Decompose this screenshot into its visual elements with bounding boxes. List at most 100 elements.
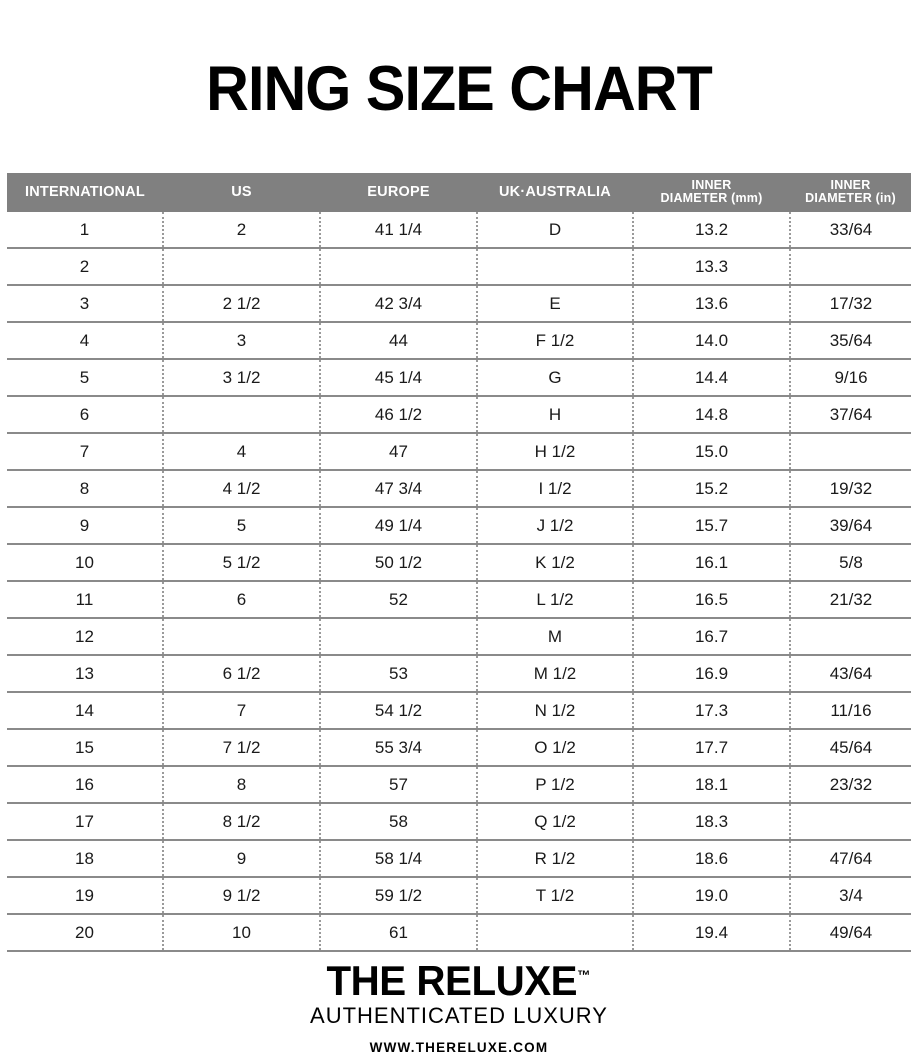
table-header-row: INTERNATIONAL US EUROPE UK·AUSTRALIA INN… — [7, 173, 911, 213]
cell-international: 4 — [7, 322, 164, 361]
column-header-us: US — [163, 173, 320, 213]
column-header-uk-australia: UK·AUSTRALIA — [477, 173, 633, 213]
cell-diameter-mm: 17.7 — [633, 729, 791, 768]
cell-international: 17 — [7, 803, 164, 842]
column-header-inner-diameter-in-line1: INNER — [830, 177, 871, 192]
cell-diameter-in: 49/64 — [790, 914, 911, 953]
column-header-international: INTERNATIONAL — [7, 173, 163, 213]
cell-diameter-in: 43/64 — [790, 655, 911, 694]
page-title: RING SIZE CHART — [206, 54, 713, 125]
cell-uk-australia: F 1/2 — [477, 322, 634, 361]
cell-diameter-in: 11/16 — [790, 692, 911, 731]
cell-europe: 57 — [320, 766, 478, 805]
column-header-inner-diameter-in-line2: DIAMETER (in) — [805, 191, 896, 206]
cell-international: 9 — [7, 507, 164, 546]
cell-diameter-in: 5/8 — [790, 544, 911, 583]
table-row: 4 3 44 F 1/2 14.0 35/64 — [7, 322, 911, 361]
cell-diameter-mm: 14.4 — [633, 359, 791, 398]
table-row: 15 7 1/2 55 3/4 O 1/2 17.7 45/64 — [7, 729, 911, 768]
column-header-inner-diameter-mm-line1: INNER — [691, 177, 732, 192]
column-header-inner-diameter-mm-line2: DIAMETER (mm) — [660, 191, 763, 206]
cell-uk-australia: N 1/2 — [477, 692, 634, 731]
column-header-uk-australia-label: UK·AUSTRALIA — [499, 183, 611, 200]
cell-uk-australia: I 1/2 — [477, 470, 634, 509]
cell-europe: 50 1/2 — [320, 544, 478, 583]
cell-us: 6 1/2 — [163, 655, 321, 694]
cell-uk-australia: M — [477, 618, 634, 657]
size-table-container: INTERNATIONAL US EUROPE UK·AUSTRALIA INN… — [7, 173, 911, 953]
table-header: INTERNATIONAL US EUROPE UK·AUSTRALIA INN… — [7, 173, 911, 213]
cell-diameter-mm: 15.0 — [633, 433, 791, 472]
cell-europe: 42 3/4 — [320, 285, 478, 324]
column-header-international-label: INTERNATIONAL — [25, 183, 145, 200]
table-row: 2 13.3 — [7, 248, 911, 287]
table-row: 10 5 1/2 50 1/2 K 1/2 16.1 5/8 — [7, 544, 911, 583]
cell-diameter-in — [790, 803, 911, 842]
cell-us: 2 1/2 — [163, 285, 321, 324]
cell-europe: 41 1/4 — [320, 212, 478, 250]
table-row: 1 2 41 1/4 D 13.2 33/64 — [7, 212, 911, 250]
cell-diameter-in: 35/64 — [790, 322, 911, 361]
table-row: 11 6 52 L 1/2 16.5 21/32 — [7, 581, 911, 620]
cell-diameter-mm: 19.4 — [633, 914, 791, 953]
cell-diameter-mm: 19.0 — [633, 877, 791, 916]
cell-europe: 47 — [320, 433, 478, 472]
cell-international: 11 — [7, 581, 164, 620]
cell-diameter-in: 37/64 — [790, 396, 911, 435]
cell-europe: 46 1/2 — [320, 396, 478, 435]
cell-uk-australia: H — [477, 396, 634, 435]
cell-diameter-mm: 16.7 — [633, 618, 791, 657]
cell-international: 1 — [7, 212, 164, 250]
column-header-europe: EUROPE — [320, 173, 477, 213]
cell-us: 5 1/2 — [163, 544, 321, 583]
cell-europe: 54 1/2 — [320, 692, 478, 731]
ring-size-chart-page: RING SIZE CHART INTERNATIONAL US EUROPE — [0, 42, 918, 1055]
table-row: 9 5 49 1/4 J 1/2 15.7 39/64 — [7, 507, 911, 546]
brand-website: WWW.THERELUXE.COM — [369, 1040, 549, 1055]
cell-international: 19 — [7, 877, 164, 916]
cell-us — [163, 396, 321, 435]
cell-europe — [320, 248, 478, 287]
cell-uk-australia: J 1/2 — [477, 507, 634, 546]
cell-us: 9 — [163, 840, 321, 879]
table-row: 7 4 47 H 1/2 15.0 — [7, 433, 911, 472]
cell-us: 4 1/2 — [163, 470, 321, 509]
cell-europe: 44 — [320, 322, 478, 361]
brand-name: THE RELUXE — [326, 957, 578, 1005]
cell-diameter-mm: 16.9 — [633, 655, 791, 694]
cell-uk-australia: P 1/2 — [477, 766, 634, 805]
cell-uk-australia: E — [477, 285, 634, 324]
cell-diameter-mm: 18.3 — [633, 803, 791, 842]
cell-diameter-in — [790, 618, 911, 657]
table-row: 17 8 1/2 58 Q 1/2 18.3 — [7, 803, 911, 842]
cell-uk-australia — [477, 248, 634, 287]
cell-diameter-mm: 16.5 — [633, 581, 791, 620]
cell-uk-australia: O 1/2 — [477, 729, 634, 768]
column-header-us-label: US — [231, 183, 252, 200]
cell-us — [163, 248, 321, 287]
cell-us: 10 — [163, 914, 321, 953]
cell-uk-australia: Q 1/2 — [477, 803, 634, 842]
table-row: 12 M 16.7 — [7, 618, 911, 657]
cell-uk-australia — [477, 914, 634, 953]
cell-us: 5 — [163, 507, 321, 546]
cell-international: 2 — [7, 248, 164, 287]
brand-tagline: AUTHENTICATED LUXURY — [310, 1003, 608, 1029]
cell-international: 6 — [7, 396, 164, 435]
cell-diameter-in: 3/4 — [790, 877, 911, 916]
cell-diameter-mm: 14.0 — [633, 322, 791, 361]
cell-europe: 53 — [320, 655, 478, 694]
cell-us: 6 — [163, 581, 321, 620]
cell-us: 2 — [163, 212, 321, 250]
table-row: 6 46 1/2 H 14.8 37/64 — [7, 396, 911, 435]
cell-international: 13 — [7, 655, 164, 694]
cell-us — [163, 618, 321, 657]
cell-international: 12 — [7, 618, 164, 657]
cell-uk-australia: K 1/2 — [477, 544, 634, 583]
cell-international: 3 — [7, 285, 164, 324]
cell-europe: 49 1/4 — [320, 507, 478, 546]
table-row: 16 8 57 P 1/2 18.1 23/32 — [7, 766, 911, 805]
cell-diameter-mm: 15.2 — [633, 470, 791, 509]
cell-diameter-mm: 14.8 — [633, 396, 791, 435]
